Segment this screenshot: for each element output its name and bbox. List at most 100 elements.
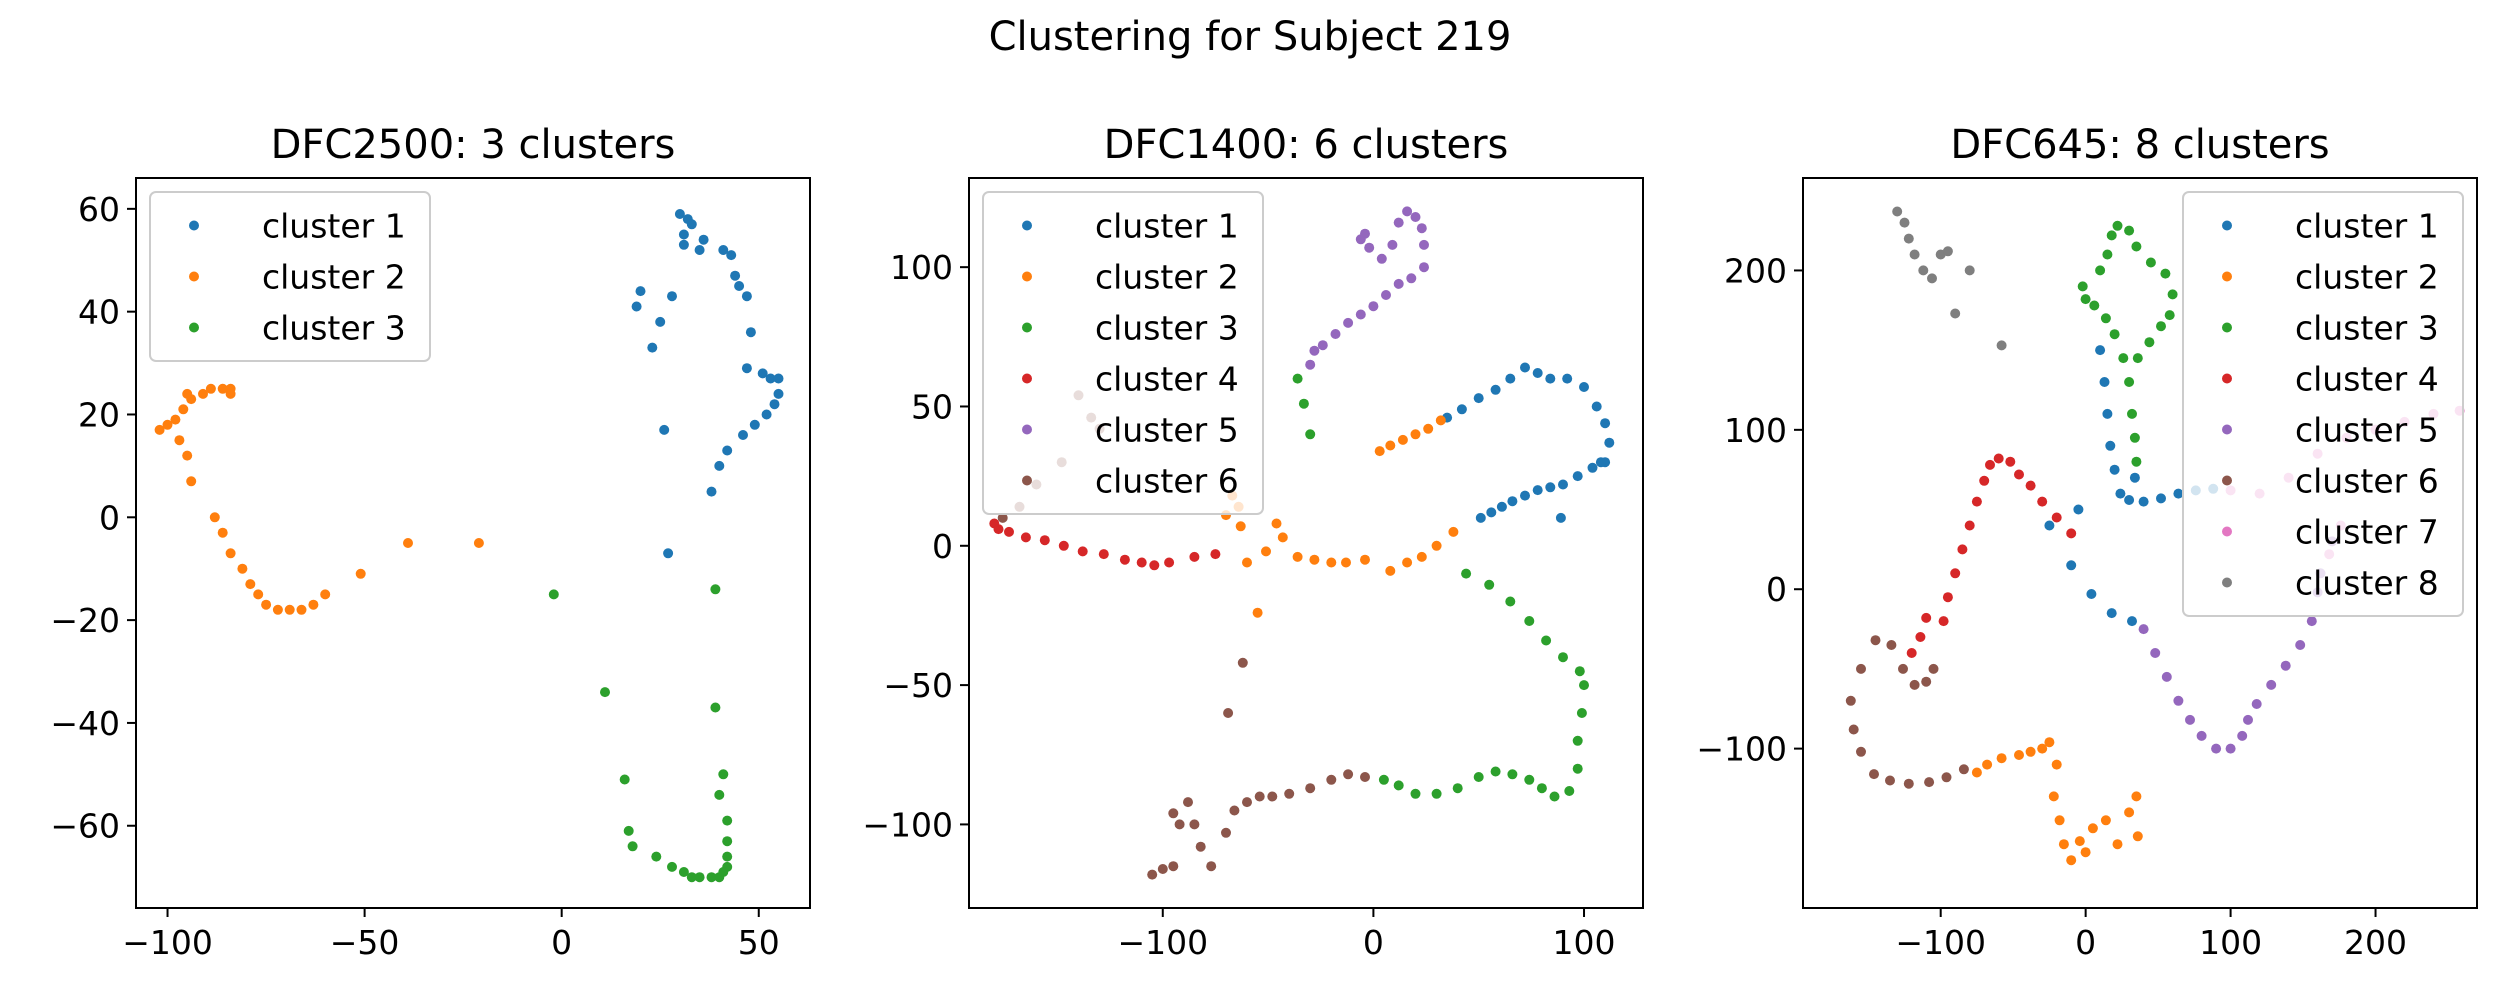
data-point bbox=[2106, 608, 2117, 619]
data-point bbox=[600, 687, 610, 698]
data-point bbox=[765, 373, 776, 384]
legend-marker bbox=[1022, 322, 1032, 333]
data-point bbox=[1416, 223, 1427, 234]
data-point bbox=[1473, 772, 1484, 782]
y-tick-label: 0 bbox=[1766, 570, 1787, 609]
data-point bbox=[1157, 864, 1168, 874]
data-point bbox=[1572, 471, 1583, 482]
data-point bbox=[1385, 565, 1396, 576]
data-point bbox=[1845, 695, 1856, 706]
data-point bbox=[1579, 680, 1589, 691]
data-point bbox=[1505, 373, 1516, 384]
data-point bbox=[2005, 456, 2016, 467]
data-point bbox=[1924, 777, 1935, 788]
data-point bbox=[1452, 783, 1463, 794]
legend: cluster 1 cluster 2 cluster 3 cluster 4 clus… bbox=[2182, 191, 2464, 617]
legend-label: cluster 3 bbox=[262, 309, 406, 348]
data-point bbox=[1524, 616, 1535, 626]
data-point bbox=[1591, 401, 1602, 412]
y-tick-label: −40 bbox=[50, 704, 120, 743]
data-point bbox=[757, 368, 768, 379]
data-point bbox=[2080, 294, 2091, 305]
data-point bbox=[403, 538, 413, 548]
series-8 bbox=[1892, 206, 2007, 351]
data-point bbox=[1996, 340, 2007, 351]
data-point bbox=[694, 872, 705, 883]
data-point bbox=[1950, 308, 1961, 319]
data-point bbox=[1524, 774, 1535, 785]
data-point bbox=[1309, 345, 1320, 356]
x-tick-label: 100 bbox=[1553, 923, 1616, 962]
data-point bbox=[1402, 557, 1413, 568]
data-point bbox=[1147, 869, 1158, 880]
data-point bbox=[2102, 408, 2113, 419]
data-point bbox=[2115, 488, 2126, 499]
data-point bbox=[773, 388, 784, 399]
data-point bbox=[245, 579, 256, 590]
data-point bbox=[1461, 568, 1472, 579]
legend-label: cluster 7 bbox=[2295, 513, 2439, 552]
data-point bbox=[667, 861, 677, 872]
data-point bbox=[253, 589, 264, 600]
data-point bbox=[2225, 743, 2236, 754]
data-point bbox=[1520, 362, 1530, 373]
series-3 bbox=[1292, 373, 1589, 802]
data-point bbox=[1368, 301, 1379, 312]
data-point bbox=[1903, 233, 1914, 244]
data-point bbox=[655, 316, 666, 327]
data-point bbox=[1536, 783, 1547, 794]
data-point bbox=[1898, 663, 1908, 674]
axes-frame bbox=[1802, 177, 2478, 909]
data-point bbox=[2127, 616, 2137, 627]
data-point bbox=[686, 872, 697, 883]
legend: cluster 1 cluster 2 cluster 3 bbox=[149, 191, 431, 362]
data-point bbox=[1305, 359, 1316, 370]
data-point bbox=[2306, 616, 2317, 627]
data-point bbox=[186, 476, 197, 487]
data-point bbox=[1271, 518, 1282, 529]
data-point bbox=[2080, 847, 2091, 858]
legend-marker bbox=[1022, 271, 1032, 282]
series-4 bbox=[1906, 453, 2077, 658]
data-point bbox=[651, 851, 662, 862]
data-point bbox=[2124, 807, 2135, 818]
data-point bbox=[722, 445, 733, 456]
legend: cluster 1 cluster 2 cluster 3 cluster 4 clus… bbox=[982, 191, 1264, 515]
data-point bbox=[1456, 404, 1467, 415]
data-point bbox=[1869, 769, 1879, 780]
data-point bbox=[2014, 469, 2024, 480]
data-point bbox=[1210, 549, 1221, 560]
data-point bbox=[1927, 273, 1937, 284]
data-point bbox=[1971, 496, 1982, 507]
data-point bbox=[1545, 373, 1556, 384]
data-point bbox=[1309, 554, 1320, 565]
y-tick-label: 20 bbox=[78, 395, 120, 434]
data-point bbox=[745, 327, 756, 338]
data-point bbox=[627, 841, 638, 852]
data-point bbox=[2129, 432, 2140, 443]
data-point bbox=[2100, 815, 2111, 826]
data-point bbox=[722, 815, 733, 826]
data-point bbox=[308, 599, 319, 610]
data-point bbox=[1164, 557, 1175, 568]
data-point bbox=[2164, 310, 2175, 321]
data-point bbox=[1431, 788, 1442, 799]
data-point bbox=[1475, 512, 1486, 523]
data-point bbox=[1982, 759, 1993, 770]
legend-marker bbox=[1022, 475, 1032, 486]
legend-label: cluster 2 bbox=[262, 258, 406, 297]
data-point bbox=[1496, 501, 1507, 512]
data-point bbox=[2095, 345, 2106, 356]
y-tick-label: −60 bbox=[50, 807, 120, 846]
data-point bbox=[1355, 309, 1366, 320]
data-point bbox=[1993, 453, 2004, 464]
data-point bbox=[1576, 708, 1587, 718]
data-point bbox=[2066, 855, 2077, 866]
data-point bbox=[1532, 368, 1543, 378]
data-point bbox=[993, 524, 1004, 535]
data-point bbox=[217, 527, 228, 538]
data-point bbox=[473, 538, 484, 548]
data-point bbox=[1360, 554, 1370, 565]
data-point bbox=[1254, 791, 1265, 802]
data-point bbox=[2138, 624, 2149, 635]
